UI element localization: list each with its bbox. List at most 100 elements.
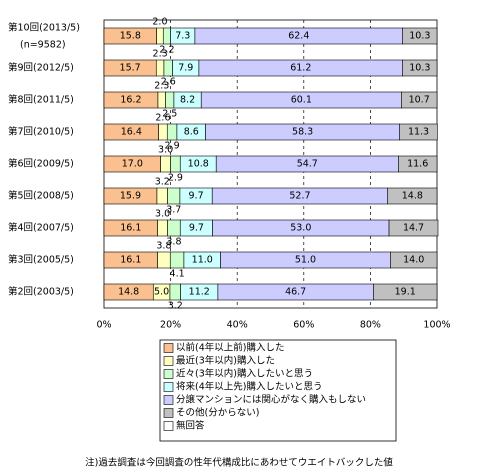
value-label: 7.9 bbox=[178, 63, 193, 74]
x-tick-label: 80% bbox=[360, 320, 381, 331]
value-label: 10.3 bbox=[409, 31, 430, 42]
legend-swatch bbox=[163, 421, 174, 431]
bar-segment bbox=[156, 27, 164, 45]
value-label: 9.7 bbox=[189, 223, 204, 234]
value-label: 2.0 bbox=[152, 17, 167, 28]
legend-label: 以前(4年以上前)購入した bbox=[176, 342, 284, 354]
bar-segment bbox=[160, 155, 171, 173]
value-label: 8.2 bbox=[180, 95, 195, 106]
value-label: 15.8 bbox=[120, 31, 141, 42]
legend-label: 無回答 bbox=[176, 420, 205, 432]
value-label: 61.2 bbox=[290, 63, 311, 74]
bar-segment bbox=[402, 59, 438, 77]
bar-segment bbox=[165, 91, 175, 109]
value-label: 2.2 bbox=[159, 45, 174, 56]
value-label: 54.7 bbox=[297, 159, 318, 170]
value-label: 2.9 bbox=[165, 141, 180, 152]
value-label: 62.4 bbox=[288, 31, 309, 42]
x-tick-label: 60% bbox=[293, 320, 314, 331]
value-label: 11.3 bbox=[408, 127, 429, 138]
value-label: 3.8 bbox=[166, 237, 181, 248]
value-label: 11.6 bbox=[407, 159, 428, 170]
bar-segment bbox=[156, 187, 168, 205]
legend-box bbox=[159, 339, 397, 442]
bar-segment bbox=[167, 219, 181, 237]
value-label: 8.6 bbox=[184, 127, 199, 138]
value-label: 16.4 bbox=[121, 127, 142, 138]
value-label: 3.2 bbox=[168, 301, 183, 312]
category-label: 第2回(2003/5) bbox=[8, 286, 74, 298]
value-label: 58.3 bbox=[292, 127, 313, 138]
legend-swatch bbox=[163, 369, 174, 379]
bar-segment bbox=[399, 123, 438, 141]
bar-segment bbox=[166, 123, 178, 141]
value-label: 15.7 bbox=[120, 63, 141, 74]
bar-segment bbox=[401, 91, 438, 109]
value-label: 16.1 bbox=[120, 255, 141, 266]
bar-segment bbox=[373, 283, 438, 301]
value-label: 7.3 bbox=[175, 31, 190, 42]
value-label: 2.5 bbox=[162, 109, 177, 120]
legend-label: 分譲マンションには関心がなく購入もしない bbox=[176, 394, 366, 406]
category-label: 第3回(2005/5) bbox=[8, 254, 74, 266]
bar-segment bbox=[387, 187, 438, 205]
x-tick-label: 40% bbox=[227, 320, 248, 331]
category-label: 第10回(2013/5) bbox=[8, 22, 80, 34]
legend-swatch bbox=[163, 356, 174, 366]
category-label: 第8回(2011/5) bbox=[8, 94, 74, 106]
value-label: 14.8 bbox=[118, 287, 139, 298]
value-label: 51.0 bbox=[295, 255, 316, 266]
value-label: 14.7 bbox=[403, 223, 424, 234]
value-label: 3.8 bbox=[156, 241, 171, 252]
bar-segment bbox=[170, 155, 181, 173]
value-label: 52.7 bbox=[289, 191, 310, 202]
bar-segment bbox=[157, 251, 171, 269]
value-label: 53.0 bbox=[290, 223, 311, 234]
legend-swatch bbox=[163, 408, 174, 418]
value-label: 2.6 bbox=[161, 77, 176, 88]
bar-segment bbox=[155, 59, 165, 77]
bar-segment bbox=[169, 251, 185, 269]
bar-segment bbox=[163, 59, 173, 77]
value-label: 46.7 bbox=[285, 287, 306, 298]
value-label: 5.0 bbox=[154, 287, 169, 298]
bar-segment bbox=[169, 283, 181, 301]
bar-segment bbox=[157, 219, 168, 237]
value-label: 9.7 bbox=[189, 191, 204, 202]
value-label: 60.1 bbox=[291, 95, 312, 106]
value-label: 3.0 bbox=[155, 209, 170, 220]
value-label: 3.2 bbox=[155, 177, 170, 188]
x-tick-label: 100% bbox=[423, 320, 450, 331]
bar-segment bbox=[388, 219, 439, 237]
bar-segment bbox=[158, 123, 168, 141]
category-label: 第4回(2007/5) bbox=[8, 222, 74, 234]
value-label: 16.2 bbox=[120, 95, 141, 106]
value-label: 10.8 bbox=[188, 159, 209, 170]
bar-segment bbox=[162, 27, 171, 45]
legend-label: 近々(3年以内)購入したいと思う bbox=[176, 368, 313, 380]
bar-segment bbox=[390, 251, 438, 269]
value-label: 19.1 bbox=[395, 287, 416, 298]
value-label: 2.6 bbox=[155, 113, 170, 124]
category-label: 第5回(2008/5) bbox=[8, 190, 74, 202]
category-label: 第6回(2009/5) bbox=[8, 158, 74, 170]
legend-label: 将来(4年以上先)購入したいと思う bbox=[176, 381, 322, 393]
value-label: 16.1 bbox=[120, 223, 141, 234]
value-label: 2.3 bbox=[153, 49, 168, 60]
note: 注)過去調査は今回調査の性年代構成比にあわせてウエイトバックした値 bbox=[85, 457, 393, 469]
category-label: 第7回(2010/5) bbox=[8, 126, 74, 138]
bar-segment bbox=[167, 187, 181, 205]
value-label: 11.0 bbox=[192, 255, 213, 266]
value-label: 4.1 bbox=[170, 269, 185, 280]
value-label: 10.3 bbox=[409, 63, 430, 74]
legend-swatch bbox=[163, 343, 174, 353]
value-label: 3.0 bbox=[158, 145, 173, 156]
value-label: 14.0 bbox=[403, 255, 424, 266]
bar-segment bbox=[398, 155, 438, 173]
value-label: 17.0 bbox=[122, 159, 143, 170]
value-label: 11.2 bbox=[189, 287, 210, 298]
bar-segment bbox=[157, 91, 166, 109]
bar-segment bbox=[402, 27, 438, 45]
value-label: 15.9 bbox=[120, 191, 141, 202]
value-label: 2.9 bbox=[168, 173, 183, 184]
